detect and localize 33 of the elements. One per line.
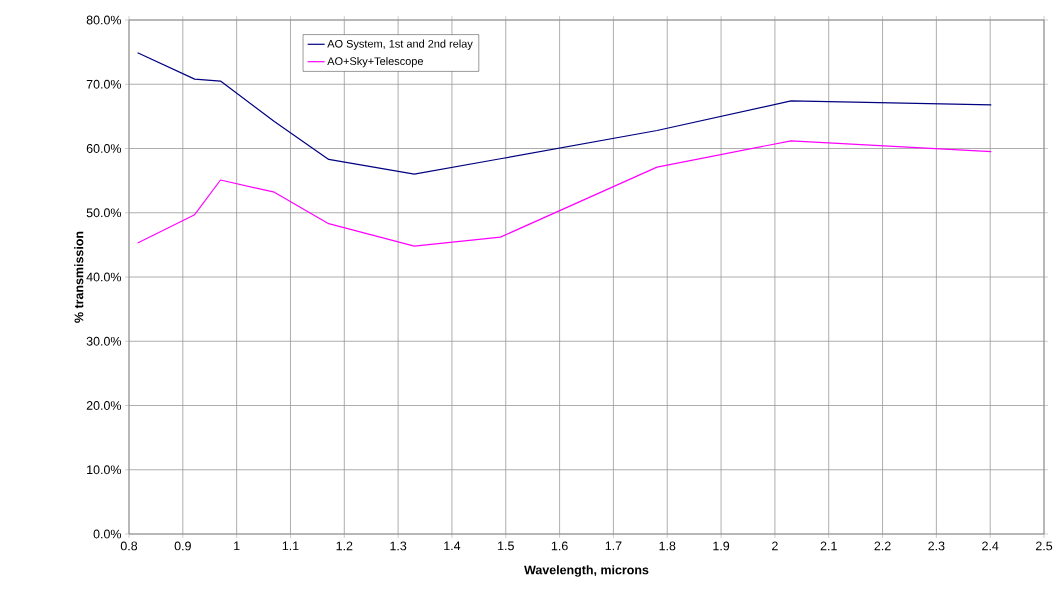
y-tick-label: 50.0% bbox=[86, 208, 122, 218]
y-tick-label: 80.0% bbox=[86, 15, 122, 25]
y-tick-label: 60.0% bbox=[86, 144, 122, 153]
y-tick-label: 20.0% bbox=[86, 401, 122, 410]
x-tick-label: 1.8 bbox=[659, 541, 676, 551]
legend-label: AO System, 1st and 2nd relay bbox=[327, 39, 473, 50]
x-tick-label: 1.1 bbox=[282, 541, 299, 551]
y-tick-label: 40.0% bbox=[86, 272, 122, 282]
x-tick-label: 1.4 bbox=[444, 541, 461, 551]
x-tick-label: 2 bbox=[772, 541, 778, 551]
x-tick-label: 1.3 bbox=[390, 541, 407, 551]
y-axis-title: % transmission bbox=[74, 231, 84, 323]
legend-label: AO+Sky+Telescope bbox=[327, 56, 423, 68]
x-tick-label: 1.5 bbox=[498, 541, 514, 551]
y-tick-label: 30.0% bbox=[86, 336, 122, 346]
x-axis-title: Wavelength, microns bbox=[524, 565, 649, 577]
x-tick-label: 1.9 bbox=[713, 541, 730, 551]
x-tick-label: 2.5 bbox=[1035, 541, 1053, 551]
x-tick-label: 2.3 bbox=[928, 541, 945, 551]
x-tick-label: 0.8 bbox=[120, 541, 138, 551]
y-tick-label: 10.0% bbox=[87, 465, 122, 475]
x-tick-label: 1.7 bbox=[605, 541, 622, 551]
x-tick-label: 2.4 bbox=[982, 541, 999, 551]
x-tick-label: 2.2 bbox=[874, 541, 891, 551]
line-series bbox=[137, 52, 992, 175]
y-tick-label: 70.0% bbox=[86, 79, 122, 89]
line-series bbox=[137, 140, 992, 247]
x-tick-label: 1.6 bbox=[551, 541, 568, 551]
x-tick-label: 0.9 bbox=[174, 541, 191, 551]
x-tick-label: 2.1 bbox=[820, 541, 837, 551]
y-tick-label: 0.0% bbox=[93, 529, 122, 539]
x-tick-label: 1 bbox=[234, 541, 240, 551]
x-tick-label: 1.2 bbox=[336, 541, 353, 551]
